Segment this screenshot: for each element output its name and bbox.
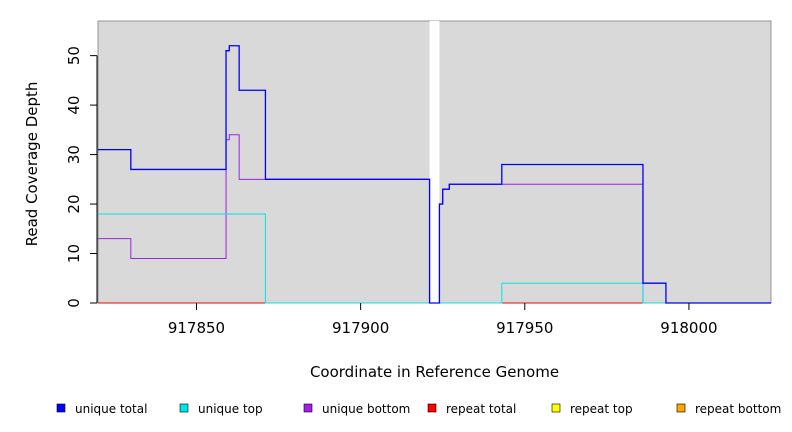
y-tick-label: 10 <box>65 244 83 263</box>
y-tick-label: 20 <box>65 195 83 214</box>
legend-label: unique top <box>198 402 263 416</box>
legend-item: repeat total <box>427 402 516 416</box>
legend: unique total unique top unique bottom repea… <box>56 402 781 416</box>
y-axis: 0 10 20 30 40 50 <box>65 46 98 308</box>
coverage-series <box>98 45 771 304</box>
legend-label: unique bottom <box>322 402 410 416</box>
x-axis-title: Coordinate in Reference Genome <box>310 363 559 381</box>
x-tick-label: 917950 <box>496 319 553 337</box>
legend-swatch <box>427 403 437 413</box>
y-tick-label: 50 <box>65 46 83 65</box>
gap-region <box>429 21 440 303</box>
legend-swatch <box>303 403 313 413</box>
x-tick-label: 917900 <box>332 319 389 337</box>
y-tick-label: 30 <box>65 145 83 164</box>
y-tick-label: 0 <box>65 298 83 308</box>
x-tick-label: 917850 <box>168 319 225 337</box>
legend-swatch <box>551 403 561 413</box>
legend-label: repeat bottom <box>695 402 781 416</box>
legend-label: repeat total <box>446 402 516 416</box>
legend-swatch <box>56 403 66 413</box>
y-tick-label: 40 <box>65 96 83 115</box>
legend-item: unique top <box>179 402 263 416</box>
legend-item: unique total <box>56 402 147 416</box>
y-axis-title: Read Coverage Depth <box>23 82 41 247</box>
legend-label: unique total <box>75 402 147 416</box>
series-line-unique-total <box>98 45 771 304</box>
legend-item: repeat bottom <box>676 402 781 416</box>
series-line-unique-top <box>98 213 771 304</box>
gap-regions <box>429 21 440 303</box>
x-tick-label: 918000 <box>660 319 717 337</box>
legend-label: repeat top <box>570 402 633 416</box>
x-axis: 917850 917900 917950 918000 <box>168 303 718 337</box>
legend-swatch <box>179 403 189 413</box>
legend-item: unique bottom <box>303 402 410 416</box>
legend-item: repeat top <box>551 402 633 416</box>
legend-swatch <box>676 403 686 413</box>
